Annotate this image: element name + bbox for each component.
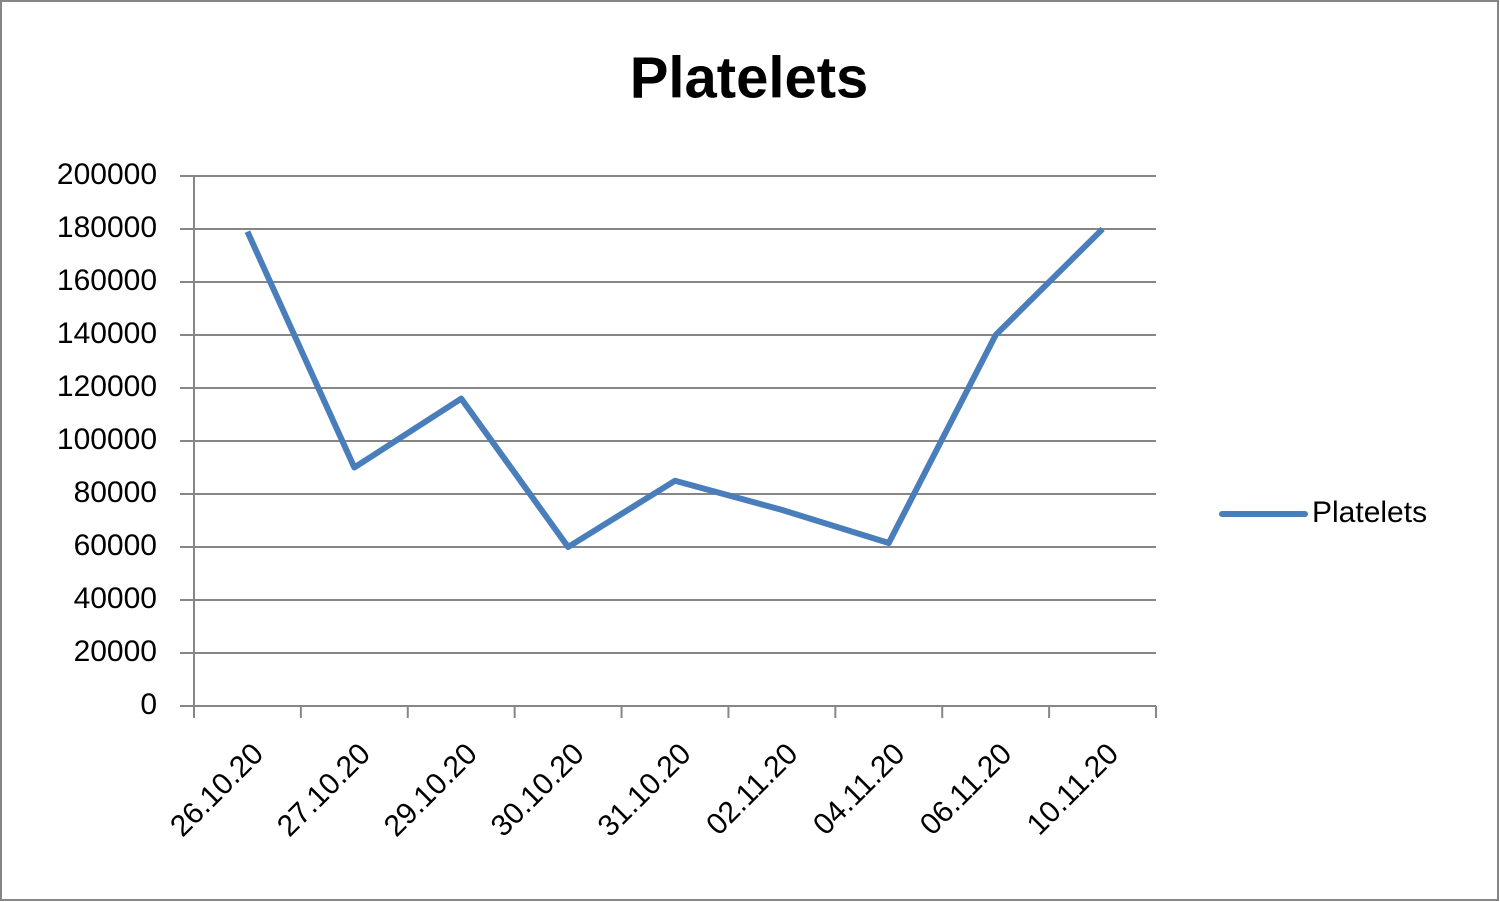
y-tick-label: 160000 bbox=[57, 264, 157, 297]
y-tick-label: 200000 bbox=[57, 158, 157, 191]
y-tick-label: 180000 bbox=[57, 211, 157, 244]
chart-title: Platelets bbox=[630, 45, 869, 110]
y-tick-label: 140000 bbox=[57, 317, 157, 350]
y-tick-label: 60000 bbox=[74, 529, 157, 562]
y-tick-label: 80000 bbox=[74, 476, 157, 509]
y-tick-label: 40000 bbox=[74, 582, 157, 615]
y-tick-label: 20000 bbox=[74, 635, 157, 668]
y-tick-label: 100000 bbox=[57, 423, 157, 456]
y-tick-label: 120000 bbox=[57, 370, 157, 403]
series-line bbox=[244, 226, 1105, 550]
y-tick-label: 0 bbox=[140, 688, 157, 721]
legend-label: Platelets bbox=[1312, 496, 1427, 529]
